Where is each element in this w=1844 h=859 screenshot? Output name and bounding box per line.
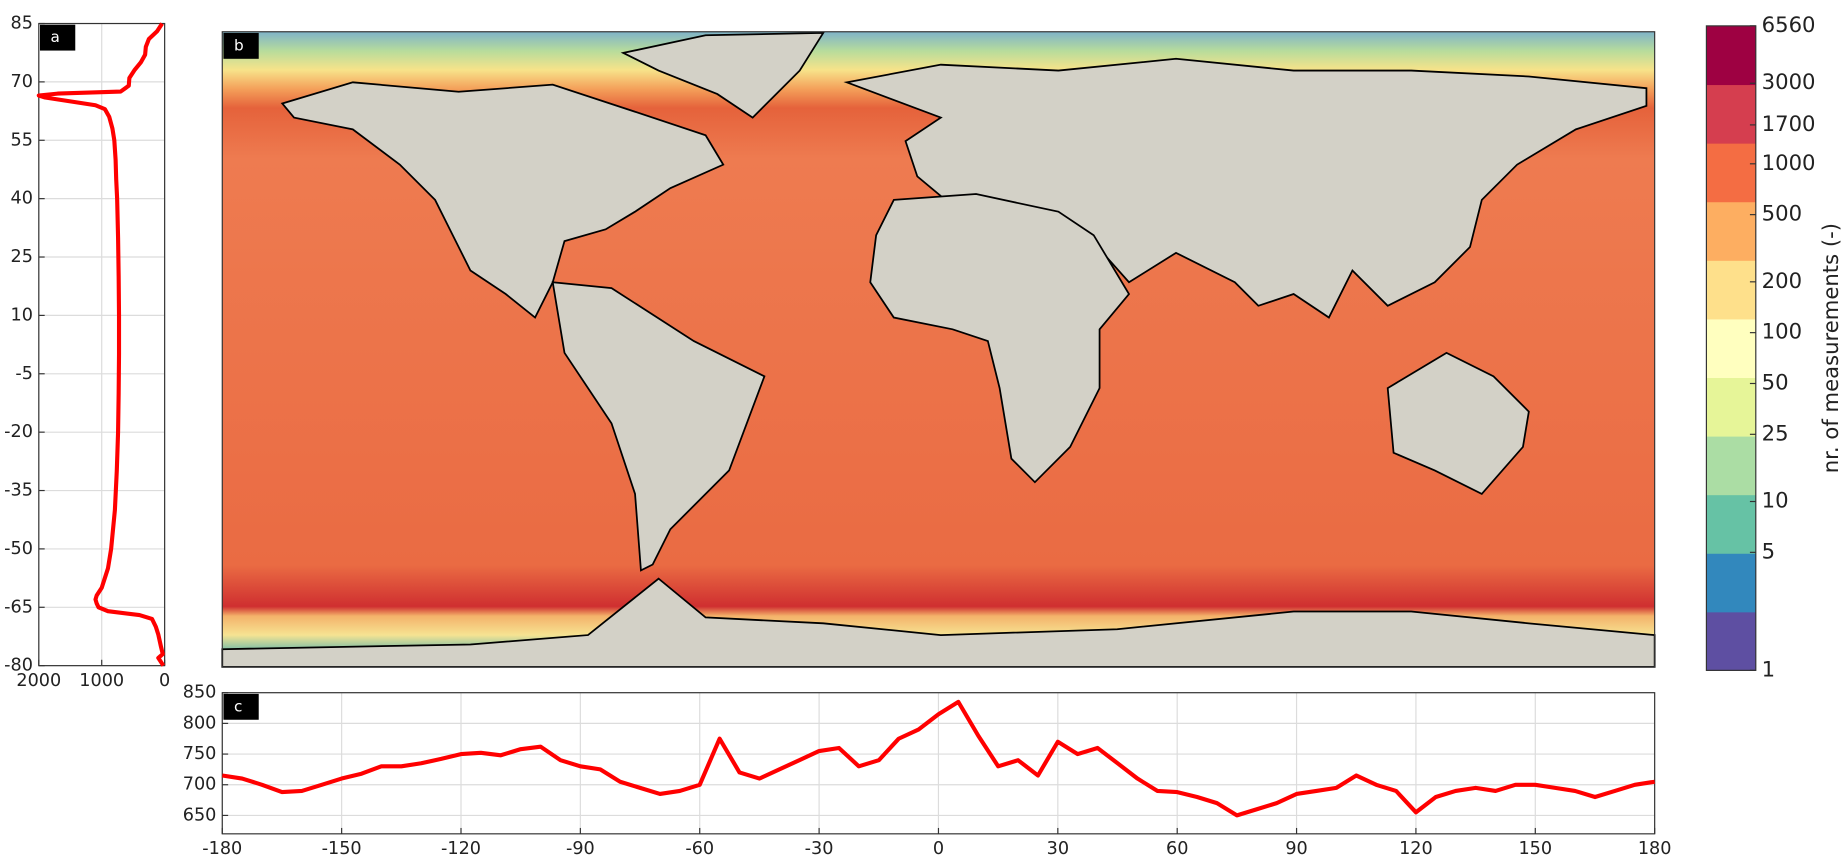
x-tick-label: 0 <box>159 671 170 691</box>
y-tick-label: -65 <box>4 597 33 617</box>
colorbar-tick-label: 6560 <box>1762 12 1816 37</box>
colorbar-segment <box>1706 201 1756 261</box>
y-tick-label: -5 <box>15 364 33 384</box>
colorbar-tick-label: 25 <box>1762 420 1789 445</box>
colorbar-label: nr. of measurements (-) <box>1818 223 1843 473</box>
map-frame <box>221 31 1656 668</box>
colorbar-tick-label: 200 <box>1762 268 1802 293</box>
y-tick-label: -80 <box>4 656 33 676</box>
land-south-america <box>551 281 766 572</box>
x-tick-label: 30 <box>1047 839 1069 859</box>
colorbar-segment <box>1706 25 1756 86</box>
colorbar-tick-label: 10 <box>1762 488 1789 513</box>
data-line <box>36 22 166 667</box>
colorbar-segment <box>1706 318 1756 378</box>
map-panel <box>221 31 1656 668</box>
y-tick-label: -50 <box>4 539 33 559</box>
x-tick-label: -120 <box>441 839 481 859</box>
colorbar-segment <box>1706 84 1756 144</box>
colorbar-segment <box>1706 494 1756 554</box>
colorbar-tick-label: 1000 <box>1762 150 1816 175</box>
x-tick-label: -60 <box>685 839 714 859</box>
panel-label: c <box>234 697 242 715</box>
colorbar-tick-label: 500 <box>1762 201 1802 226</box>
y-tick-label: 25 <box>10 247 32 267</box>
x-tick-label: 90 <box>1285 839 1307 859</box>
x-tick-label: -180 <box>202 839 242 859</box>
colorbar-tick-label: 3000 <box>1762 69 1816 94</box>
x-tick-label: 120 <box>1399 839 1433 859</box>
y-tick-label: 700 <box>183 775 217 795</box>
land-australia <box>1386 351 1530 496</box>
colorbar-segment <box>1706 611 1756 671</box>
colorbar-segment <box>1706 553 1756 613</box>
colorbar-tick-label: 5 <box>1762 538 1775 563</box>
land-greenland <box>620 32 825 119</box>
y-tick-label: 850 <box>183 683 217 703</box>
x-tick-label: 60 <box>1166 839 1188 859</box>
axes-frame <box>38 22 166 667</box>
land-africa <box>869 193 1131 484</box>
y-tick-label: 85 <box>10 14 32 34</box>
colorbar-tick-label: 1 <box>1762 656 1775 681</box>
y-tick-label: -20 <box>4 422 33 442</box>
colorbar-tick-label: 100 <box>1762 319 1802 344</box>
x-tick-label: 0 <box>933 839 944 859</box>
x-tick-label: -30 <box>805 839 834 859</box>
panel-tag <box>223 32 259 59</box>
panel-tag <box>39 24 76 51</box>
y-tick-label: 800 <box>183 713 217 733</box>
x-tick-label: 1000 <box>79 671 124 691</box>
data-line <box>221 699 1655 818</box>
land-north-america <box>280 81 725 319</box>
colorbar-segment <box>1706 436 1756 496</box>
colorbar-frame <box>1705 25 1757 671</box>
colorbar-segment <box>1706 143 1756 203</box>
y-tick-label: 10 <box>10 305 32 325</box>
colorbar-tick-label: 50 <box>1762 369 1789 394</box>
y-tick-label: 40 <box>10 189 32 209</box>
colorbar-segment <box>1706 260 1756 320</box>
panel-tag <box>223 693 259 720</box>
land-antarctica <box>221 577 1656 668</box>
y-tick-label: 650 <box>183 805 217 825</box>
x-tick-label: 2000 <box>16 671 61 691</box>
y-tick-label: -35 <box>4 481 33 501</box>
panel-label: a <box>51 28 60 46</box>
y-tick-label: 55 <box>10 130 32 150</box>
colorbar-tick-label: 1700 <box>1762 111 1816 136</box>
y-tick-label: 70 <box>10 72 32 92</box>
x-tick-label: 150 <box>1518 839 1552 859</box>
x-tick-label: 180 <box>1638 839 1672 859</box>
colorbar-segment <box>1706 377 1756 437</box>
panel-label: b <box>234 36 244 54</box>
axes-frame <box>221 692 1656 835</box>
y-tick-label: 750 <box>183 744 217 764</box>
x-tick-label: -150 <box>322 839 362 859</box>
x-tick-label: -90 <box>566 839 595 859</box>
